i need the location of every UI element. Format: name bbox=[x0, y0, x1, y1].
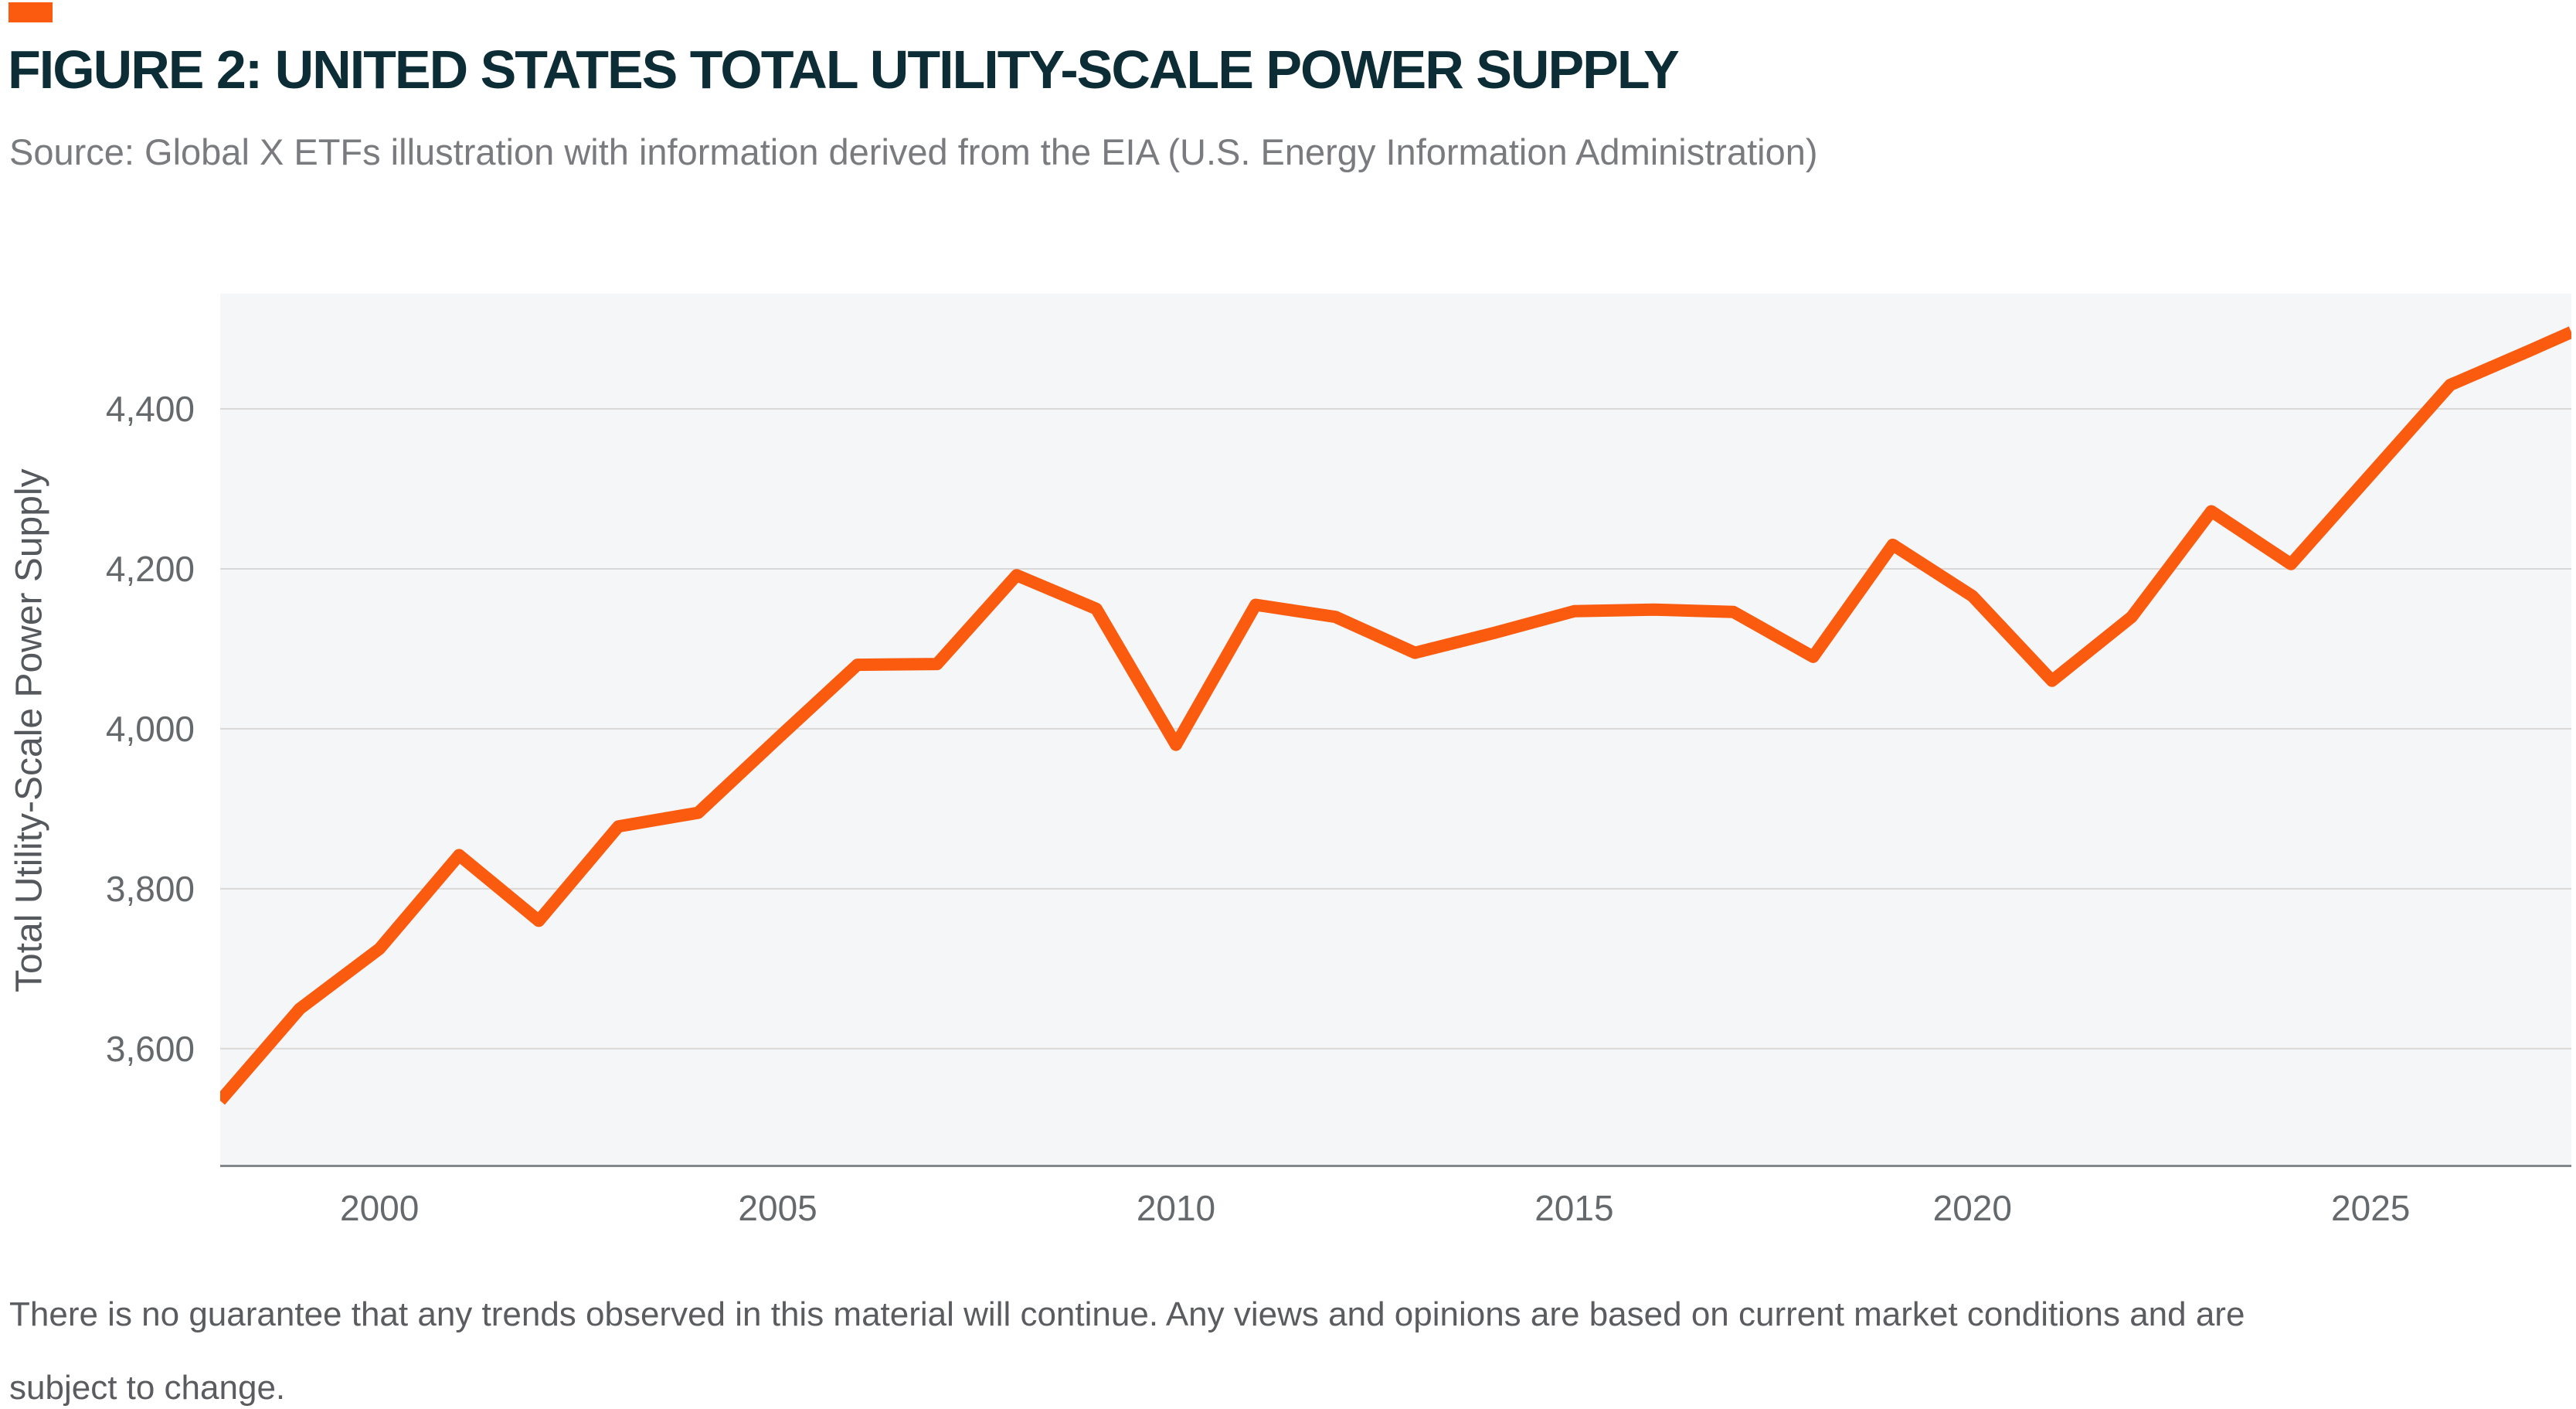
power-supply-line-chart bbox=[220, 326, 2571, 1167]
x-tick-2025: 2025 bbox=[2331, 1188, 2411, 1228]
accent-bar bbox=[8, 2, 53, 22]
source-attribution: Source: Global X ETFs illustration with … bbox=[9, 131, 1818, 172]
disclaimer-line-2: subject to change. bbox=[9, 1369, 286, 1407]
x-tick-2015: 2015 bbox=[1534, 1188, 1614, 1228]
y-tick-4,200: 4,200 bbox=[105, 548, 195, 589]
x-tick-2005: 2005 bbox=[738, 1188, 817, 1228]
y-tick-4,400: 4,400 bbox=[105, 389, 195, 429]
power-supply-series-line bbox=[220, 326, 2571, 1105]
x-tick-2020: 2020 bbox=[1932, 1188, 2012, 1228]
x-tick-2000: 2000 bbox=[339, 1188, 420, 1228]
y-tick-4,000: 4,000 bbox=[105, 708, 195, 749]
line-chart-plot-area bbox=[220, 294, 2571, 1167]
y-tick-3,600: 3,600 bbox=[105, 1028, 195, 1069]
disclaimer-line-1: There is no guarantee that any trends ob… bbox=[9, 1295, 2245, 1333]
x-tick-2010: 2010 bbox=[1136, 1188, 1216, 1228]
page-title: FIGURE 2: UNITED STATES TOTAL UTILITY-SC… bbox=[8, 39, 1680, 100]
y-tick-3,800: 3,800 bbox=[105, 868, 195, 909]
